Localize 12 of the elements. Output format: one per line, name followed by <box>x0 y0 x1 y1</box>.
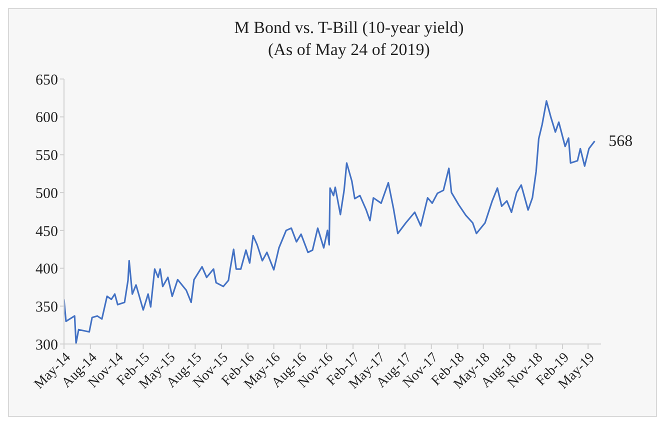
y-tick-label: 400 <box>36 262 58 278</box>
y-tick-label: 650 <box>36 72 58 88</box>
y-tick-label: 300 <box>36 337 58 354</box>
chart-subtitle: (As of May 24 of 2019) <box>267 39 431 61</box>
y-tick-label: 550 <box>36 148 58 164</box>
y-tick-label: 450 <box>36 224 58 240</box>
chart-title: M Bond vs. T-Bill (10-year yield) <box>233 17 465 39</box>
line-series <box>64 100 596 344</box>
annotation: 568 <box>608 133 633 150</box>
y-tick-label: 600 <box>36 110 58 126</box>
y-tick-label: 350 <box>36 299 58 316</box>
y-tick-label: 500 <box>36 186 58 202</box>
